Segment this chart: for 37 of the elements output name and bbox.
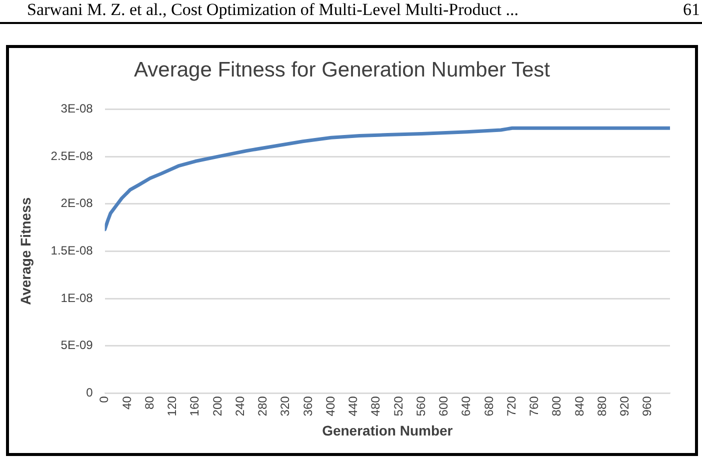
- x-tick-label: 880: [594, 396, 609, 416]
- x-tick-label: 920: [618, 396, 632, 416]
- y-tick-label: 5E-09: [60, 338, 94, 352]
- x-tick-label: 400: [323, 396, 338, 416]
- x-tick-label: 160: [188, 396, 202, 416]
- x-tick-label: 40: [120, 396, 134, 410]
- x-tick-label: 80: [142, 396, 156, 410]
- x-tick-label: 680: [482, 396, 496, 416]
- text: 61: [683, 0, 700, 20]
- x-tick-label: 600: [436, 396, 451, 416]
- x-tick-label: 120: [165, 396, 180, 416]
- x-tick-label: 560: [414, 396, 428, 416]
- text: Sarwani M. Z. et al., Cost Optimization of Multi-Level Multi-Product ...: [27, 0, 519, 20]
- x-tick-label: 640: [459, 396, 474, 416]
- x-tick-label: 960: [640, 396, 654, 416]
- x-tick-label: 760: [527, 396, 542, 416]
- x-axis-title: Generation Number: [322, 422, 454, 438]
- x-tick-label: 440: [346, 396, 360, 416]
- x-tick-label: 720: [504, 396, 518, 416]
- x-tick-label: 240: [232, 396, 247, 416]
- y-tick-label: 1.5E-08: [50, 244, 94, 258]
- x-tick-label: 480: [368, 396, 383, 416]
- y-axis-title: Average Fitness: [17, 197, 34, 306]
- x-tick-label: 800: [550, 396, 564, 416]
- y-tick-label: 3E-08: [60, 102, 94, 116]
- x-tick-label: 200: [210, 396, 224, 416]
- chart-title: Average Fitness for Generation Number Test: [134, 58, 550, 82]
- x-tick-label: 840: [572, 396, 586, 416]
- y-tick-label: 1E-08: [60, 290, 94, 305]
- x-tick-label: 280: [256, 396, 270, 416]
- x-tick-label: 0: [97, 396, 112, 403]
- y-tick-label: 0: [86, 385, 94, 400]
- x-tick-label: 520: [391, 396, 406, 416]
- x-tick-label: 360: [300, 396, 315, 416]
- y-tick-label: 2E-08: [60, 196, 94, 210]
- y-tick-label: 2.5E-08: [50, 148, 94, 163]
- x-tick-label: 320: [278, 396, 292, 416]
